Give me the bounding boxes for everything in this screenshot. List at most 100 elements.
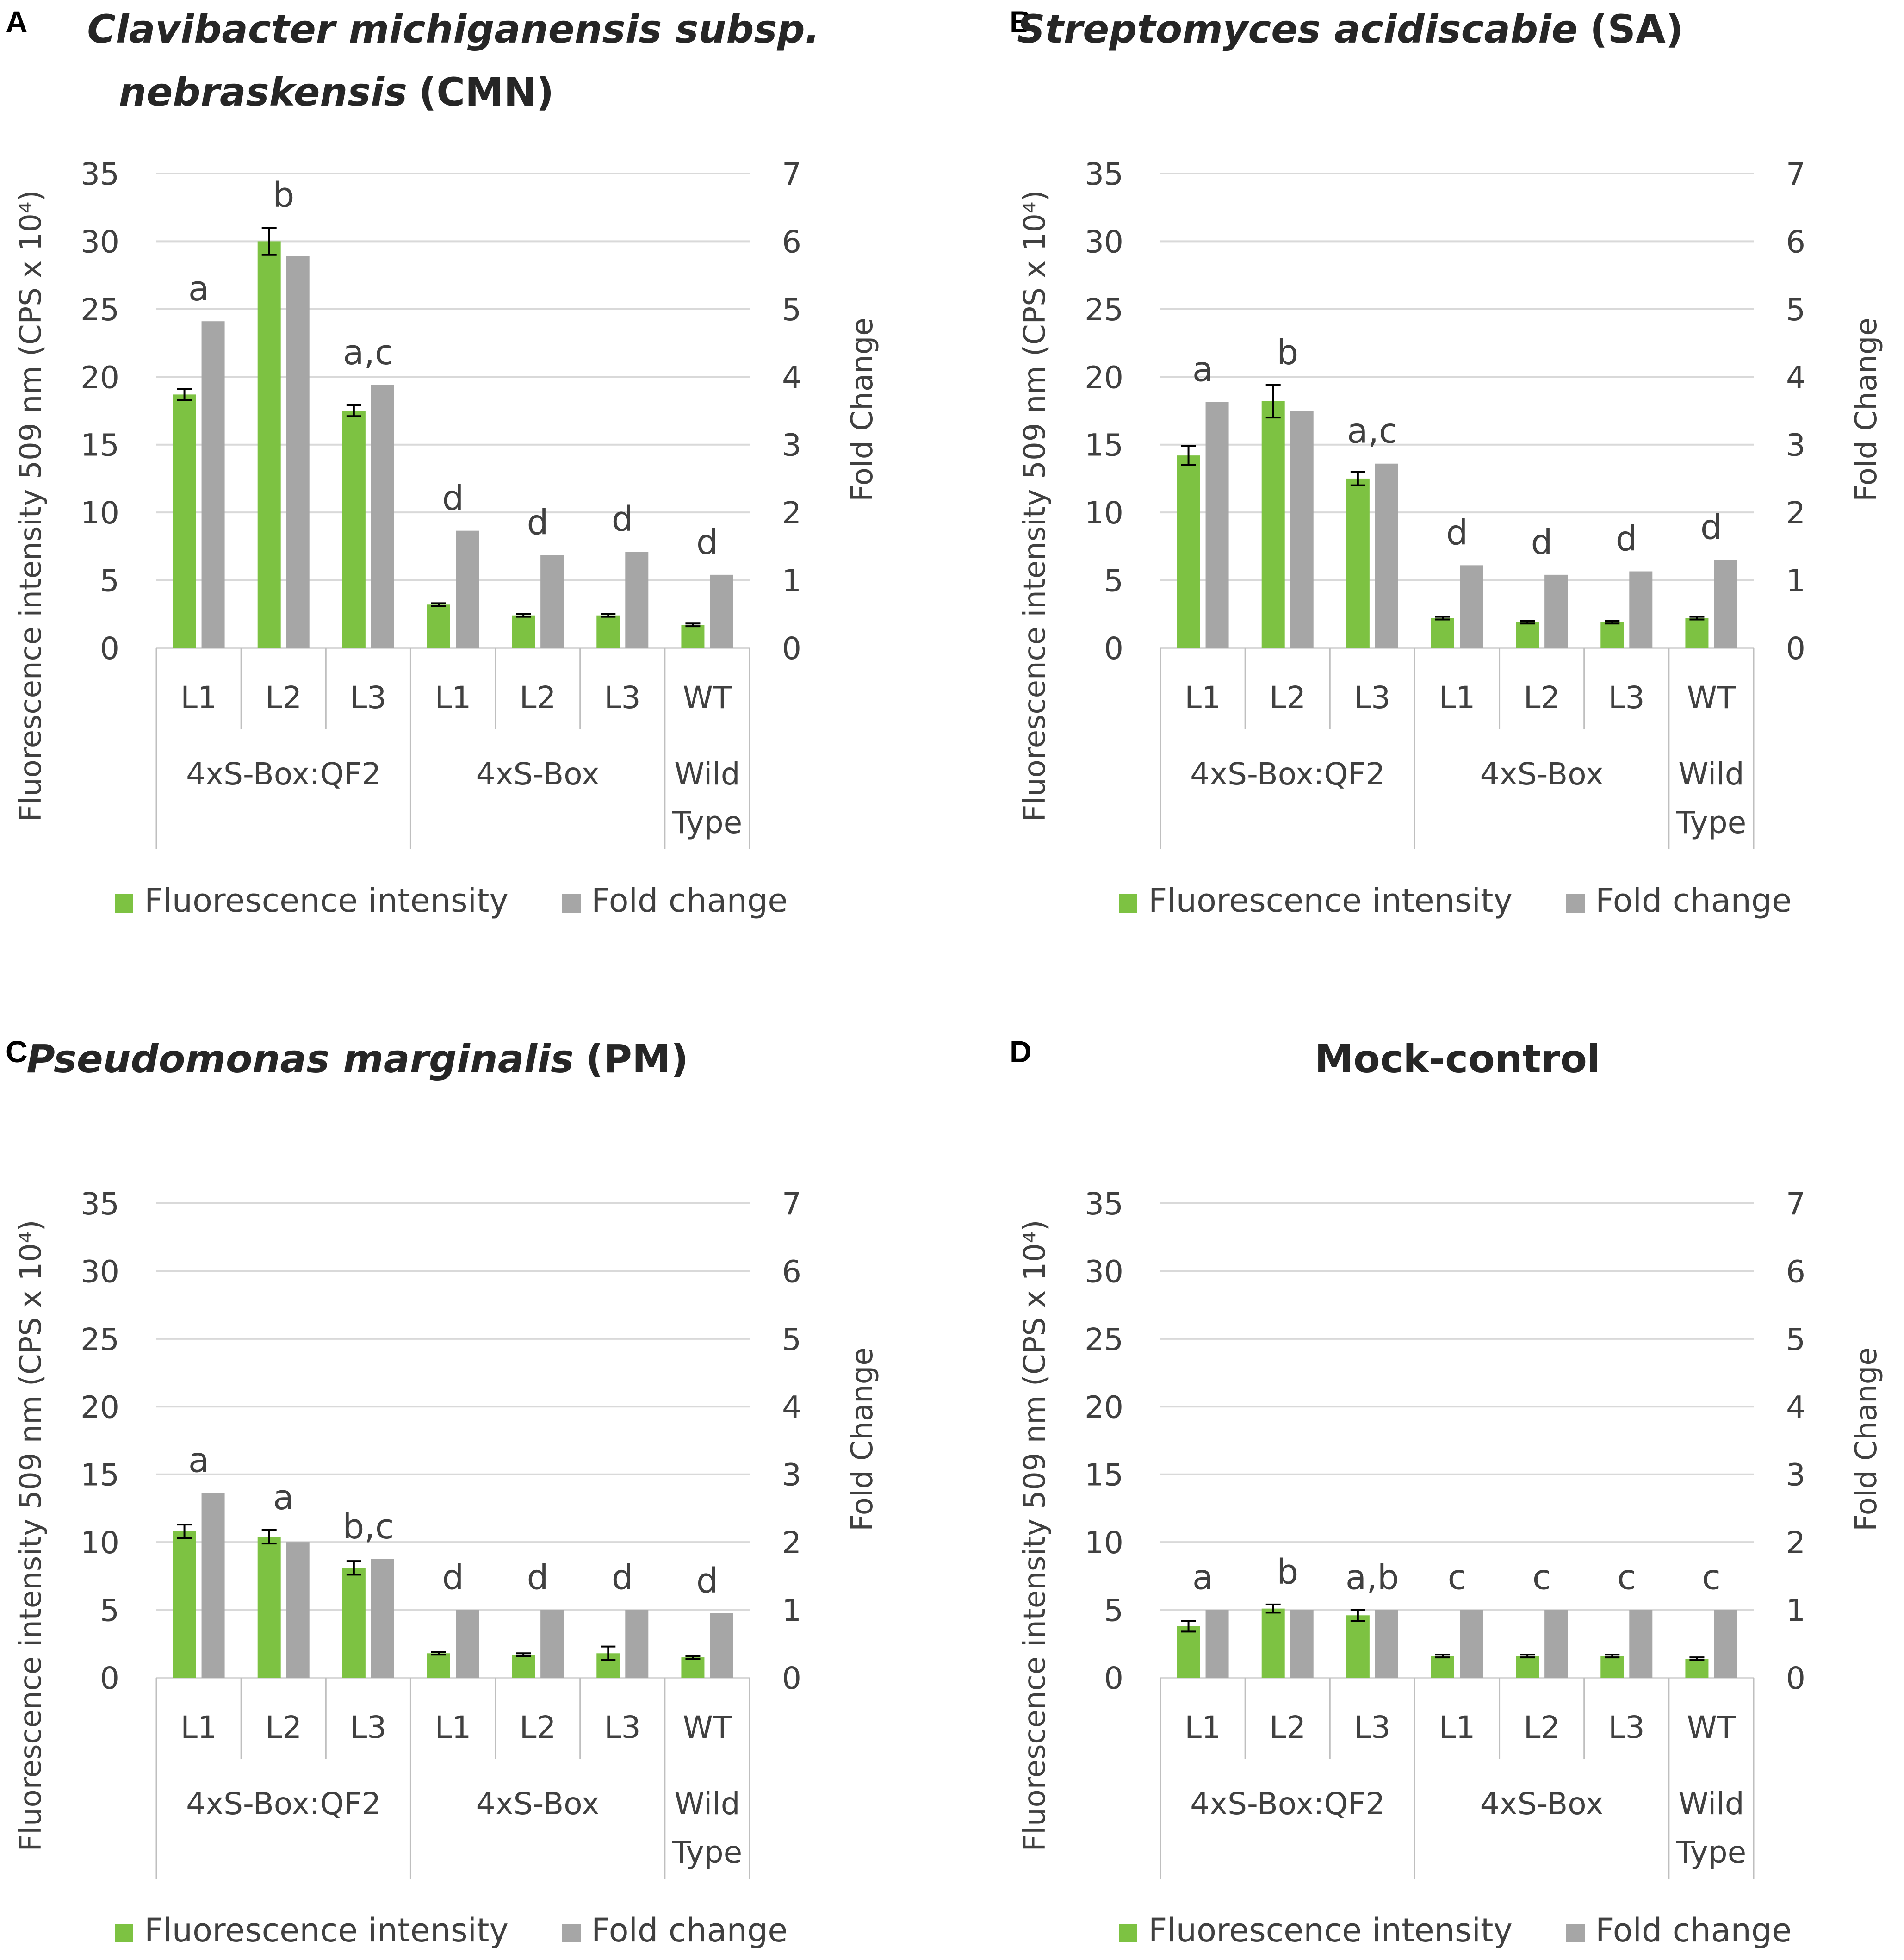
y2-tick-label: 0 [782,631,801,666]
group-label: 4xS-Box [476,1786,600,1822]
y-tick-label: 25 [81,1322,119,1357]
x-tick-label: L3 [1354,680,1390,716]
y-tick-label: 20 [1085,1389,1123,1425]
bar-fluorescence [1346,478,1370,648]
legend-label-fluorescence: Fluorescence intensity [1148,1911,1513,1949]
x-tick-label: L1 [1439,680,1476,716]
y-axis-title: Fluorescence intensity 509 nm (CPS x 10⁴… [14,190,48,821]
significance-letter: a [273,1478,294,1518]
significance-letter: d [696,1561,718,1601]
bar-fluorescence [512,615,535,648]
group-label-line2: Type [1676,805,1747,840]
group-label: 4xS-Box [476,756,600,792]
bar-fluorescence [1685,618,1709,648]
x-tick-label: L3 [350,680,386,716]
y-tick-label: 15 [1085,1457,1123,1493]
bar-fluorescence [427,1653,450,1678]
x-tick-label: L1 [1185,680,1221,716]
significance-letter: d [442,1558,464,1598]
y-tick-label: 20 [1085,360,1123,395]
significance-letter: a [188,1440,209,1480]
y-tick-label: 10 [81,1525,119,1561]
legend-label-fold-change: Fold change [591,1911,788,1949]
x-tick-label: WT [1687,680,1736,716]
bar-fluorescence [173,1531,196,1678]
significance-letter: a [188,269,209,309]
significance-letter: a,c [1347,411,1398,451]
significance-letter: a,c [343,333,394,373]
y2-tick-label: 3 [782,1457,801,1493]
y-tick-label: 0 [1104,631,1123,666]
bar-fold-change [1375,463,1398,648]
y-axis-title: Fluorescence intensity 509 nm (CPS x 10⁴… [1018,1220,1052,1851]
group-label: 4xS-Box:QF2 [1190,1786,1385,1822]
bar-fold-change [540,555,564,648]
bar-fluorescence [1177,1626,1200,1678]
bar-fluorescence [1177,455,1200,648]
legend-swatch-fluorescence [1119,1924,1137,1942]
y2-tick-label: 5 [1786,1322,1805,1357]
y-tick-label: 35 [1085,1186,1123,1222]
significance-letter: c [1617,1558,1636,1598]
y-axis-title: Fluorescence intensity 509 nm (CPS x 10⁴… [14,1220,48,1851]
x-tick-label: WT [683,1710,732,1745]
bar-fold-change [710,1613,733,1678]
significance-letter: d [527,1558,549,1598]
bar-fluorescence [1261,401,1285,648]
bar-fluorescence [1431,618,1454,648]
y2-tick-label: 1 [782,563,801,599]
legend-label-fluorescence: Fluorescence intensity [144,882,509,920]
group-label: 4xS-Box:QF2 [1190,756,1385,792]
group-label: 4xS-Box [1480,1786,1604,1822]
y-tick-label: 5 [1104,563,1123,599]
y2-tick-label: 3 [1786,1457,1805,1493]
y-tick-label: 35 [1085,156,1123,192]
bar-fold-change [1375,1610,1398,1678]
panel-letter: B [1010,5,1032,39]
x-tick-label: L1 [180,680,217,716]
y2-tick-label: 3 [782,428,801,463]
significance-letter: d [612,1558,633,1598]
bar-fluorescence [681,1657,705,1678]
y2-tick-label: 5 [1786,292,1805,328]
y2-tick-label: 7 [782,1186,801,1222]
y-tick-label: 30 [81,1254,119,1289]
x-tick-label: L2 [1269,1710,1306,1745]
legend-swatch-fold-change [562,1924,581,1942]
y-tick-label: 35 [81,156,119,192]
y2-axis-title: Fold Change [845,1347,880,1531]
bar-fluorescence [1261,1608,1285,1678]
significance-letter: b [1277,333,1298,373]
y2-tick-label: 2 [1786,495,1805,531]
x-tick-label: L2 [1524,1710,1560,1745]
bar-fold-change [456,1610,479,1678]
y-tick-label: 5 [1104,1593,1123,1629]
group-label-line1: Wild [674,1786,740,1822]
chart-title: Mock-control [1315,1036,1600,1082]
bar-fluorescence [173,394,196,648]
bar-fold-change [1205,402,1229,648]
panel-letter: D [1010,1034,1032,1069]
chart-title-line2-italic: nebraskensis [119,69,407,115]
significance-letter: c [1448,1558,1467,1598]
legend-swatch-fold-change [1566,894,1585,913]
y2-tick-label: 4 [1786,360,1805,395]
x-tick-label: L1 [1439,1710,1476,1745]
y-tick-label: 25 [1085,1322,1123,1357]
significance-letter: d [442,479,464,518]
bar-fluorescence [342,411,366,648]
significance-letter: b [1277,1552,1298,1592]
y2-axis-title: Fold Change [1849,1347,1884,1531]
significance-letter: d [696,523,718,562]
panel-letter: A [6,5,28,39]
bar-fold-change [456,530,479,648]
y-tick-label: 5 [100,563,119,599]
y2-tick-label: 1 [782,1593,801,1629]
significance-letter: d [1531,523,1553,562]
legend-swatch-fluorescence [1119,894,1137,913]
x-tick-label: L3 [1608,680,1645,716]
bar-fluorescence [1431,1656,1454,1678]
y2-tick-label: 4 [1786,1389,1805,1425]
